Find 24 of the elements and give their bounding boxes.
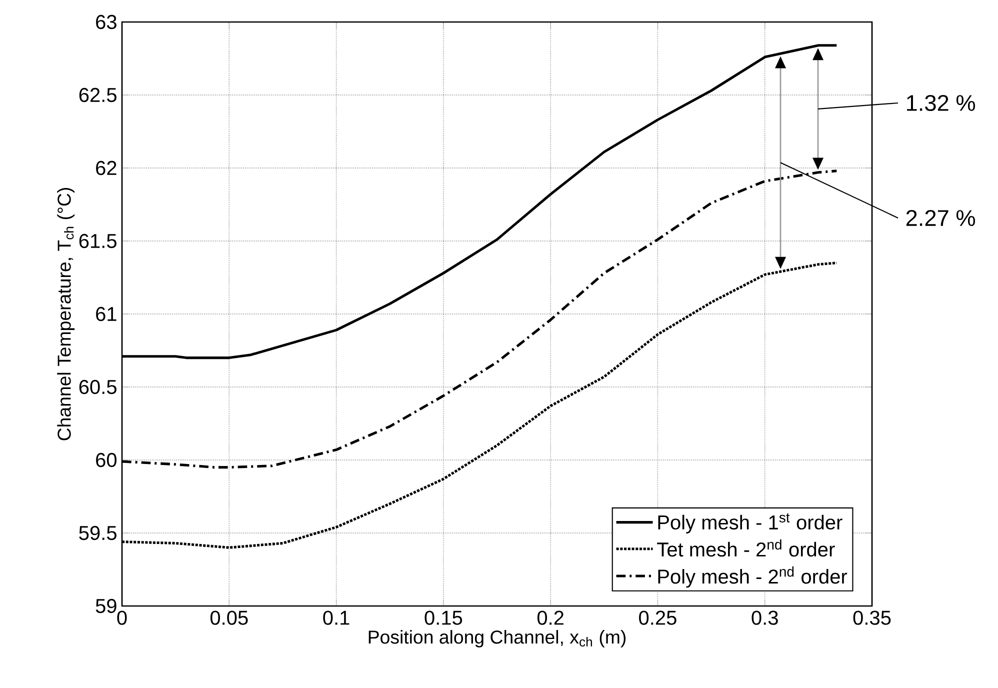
x-tick-label: 0.25	[639, 610, 676, 625]
x-tick-label: 0.1	[323, 610, 350, 625]
x-tick-label: 0.2	[537, 610, 564, 625]
text: 2.27 %	[906, 210, 976, 226]
y-tick-label: 61	[96, 306, 116, 322]
x-tick-label: 0	[117, 610, 127, 625]
x-tick-label: 0.3	[752, 610, 778, 625]
y-tick-label: 62.5	[79, 88, 116, 102]
y-tick-label: 63	[96, 14, 116, 30]
y-tick-label: 60	[96, 452, 116, 468]
legend-label: Poly mesh - 2$^{nd}$ order	[658, 566, 848, 588]
legend-label: Poly mesh - 1$^{st}$ order	[658, 513, 842, 534]
x-tick-label: 0.15	[424, 610, 462, 625]
y-tick-label: 59	[96, 598, 116, 614]
y-tick-label: 61.5	[79, 234, 116, 248]
legend-label: Tet mesh - 2$^{nd}$ order	[657, 539, 835, 557]
x-axis-title: Position along Channel, x$_{ch}$ (m)	[368, 630, 626, 648]
text: 1.32 %	[907, 94, 976, 112]
y-tick-label: 59.5	[79, 526, 116, 540]
x-tick-label: 0.35	[853, 610, 891, 625]
y-axis-title: Channel Temperature, T$_{ch}$ (°C)	[57, 188, 75, 440]
y-tick-label: 62	[96, 160, 116, 176]
x-tick-label: 0.05	[210, 610, 248, 625]
y-tick-label: 60.5	[79, 380, 116, 394]
